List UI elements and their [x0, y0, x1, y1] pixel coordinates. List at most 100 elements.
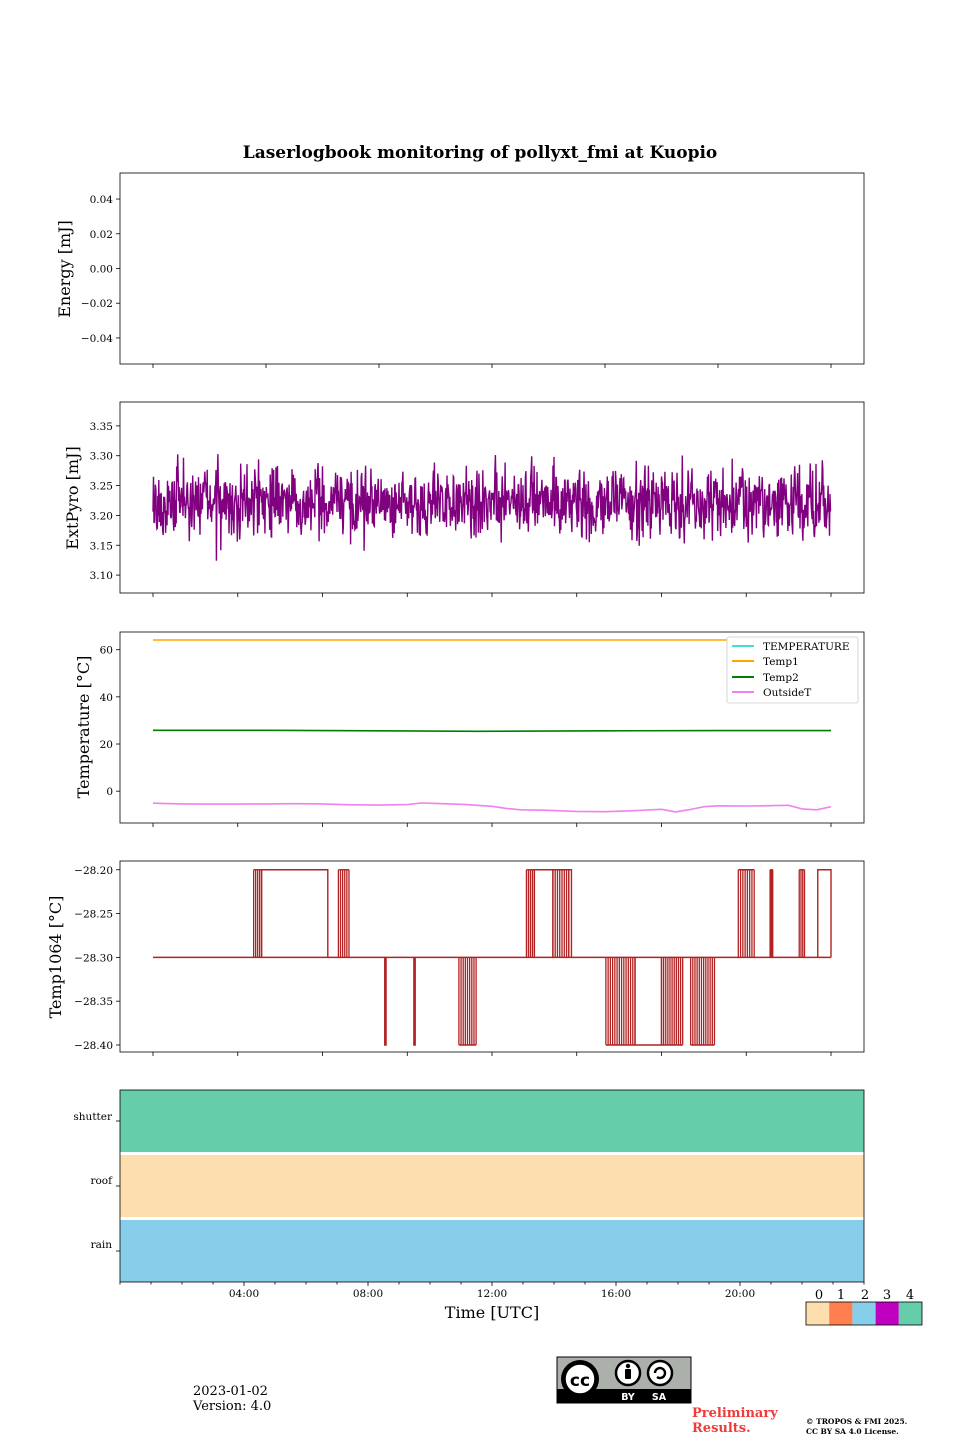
temperature-line-temp2 [153, 729, 831, 733]
temp1064-panel: Temp1064 [°C] −28.20−28.25−28.30−28.35−2… [46, 860, 865, 1056]
extpyro-yticks: 3.35 3.30 3.25 3.20 3.15 3.10 [90, 421, 120, 582]
status-xtick-label: 16:00 [601, 1288, 631, 1300]
copyright-line-2: CC BY SA 4.0 License. [806, 1427, 899, 1436]
extpyro-ytick-label: 3.15 [90, 540, 113, 552]
extpyro-ytick-label: 3.25 [90, 481, 113, 493]
legend-frame [726, 636, 859, 704]
colorbar-label-2: 2 [861, 1288, 869, 1303]
status-label-roof: roof [90, 1175, 113, 1187]
status-xtick-label: 20:00 [725, 1288, 755, 1300]
temp1064-ytick-label: −28.35 [74, 996, 113, 1008]
temp1064-ytick-label: −28.25 [74, 909, 113, 921]
badge-sa-text: SA [652, 1392, 667, 1403]
energy-yticks: 0.04 0.02 0.00 −0.02 −0.04 [81, 194, 120, 345]
version-label: Version: 4.0 [193, 1399, 272, 1414]
status-label-rain: rain [91, 1239, 113, 1251]
legend-label-temp1: Temp1 [763, 656, 799, 668]
extpyro-xticks [152, 593, 832, 597]
energy-ytick-label: 0.04 [90, 194, 114, 206]
cc-icon-text: cc [570, 1371, 590, 1391]
extpyro-ytick-label: 3.30 [90, 451, 113, 463]
legend-label-temperature: TEMPERATURE [763, 641, 850, 653]
temperature-xticks [152, 823, 832, 827]
temperature-line-outsidet [152, 802, 832, 813]
energy-xticks [152, 364, 832, 368]
status-xtick-label: 12:00 [477, 1288, 507, 1300]
colorbar-swatch-4 [898, 1302, 922, 1325]
legend-label-outsidet: OutsideT [763, 687, 811, 699]
energy-axes-frame [119, 172, 865, 365]
extpyro-series [152, 454, 832, 561]
energy-panel: Energy [mJ] 0.04 0.02 0.00 −0.02 −0.04 [55, 172, 865, 368]
temperature-series-group [152, 639, 832, 813]
temp1064-xticks [152, 1052, 832, 1056]
cc-by-sa-badge: cc BY SA [556, 1356, 692, 1404]
by-icon-body [625, 1369, 631, 1379]
energy-ytick-label: 0.00 [90, 264, 113, 276]
legend-label-temp2: Temp2 [763, 672, 799, 684]
temperature-legend: TEMPERATURE Temp1 Temp2 OutsideT [726, 636, 859, 704]
badge-by-text: BY [621, 1392, 635, 1403]
energy-ytick-label: −0.02 [81, 298, 113, 310]
energy-ylabel: Energy [mJ] [55, 220, 74, 318]
status-panel: shutter roof rain 04:00 08:00 12:00 16:00 20… [73, 1089, 865, 1322]
cc-icon-inner [563, 1362, 597, 1396]
temp1064-ytick-label: −28.40 [74, 1040, 113, 1052]
status-xticks: 04:00 08:00 12:00 16:00 20:00 [119, 1282, 865, 1300]
temperature-yticks: 60 40 20 0 [100, 645, 120, 798]
colorbar-frame [805, 1301, 923, 1326]
status-xtick-label: 08:00 [353, 1288, 383, 1300]
temp1064-step [817, 869, 832, 958]
date-label: 2023-01-02 [193, 1384, 268, 1399]
preliminary-results-label: Preliminary Results. [692, 1406, 778, 1436]
colorbar-swatch-3 [875, 1302, 899, 1325]
colorbar-label-1: 1 [837, 1288, 845, 1303]
temp1064-ytick-label: −28.20 [74, 865, 113, 877]
status-row-roof [120, 1155, 864, 1217]
extpyro-ylabel: ExtPyro [mJ] [63, 446, 82, 549]
copyright-line-1: © TROPOS & FMI 2025. [806, 1417, 908, 1426]
temp1064-step [384, 957, 387, 1046]
colorbar-swatch-0 [806, 1302, 830, 1325]
footer-meta: 2023-01-02 Version: 4.0 [193, 1384, 271, 1414]
temperature-ytick-label: 40 [100, 692, 113, 704]
colorbar-label-4: 4 [906, 1288, 914, 1303]
by-icon-head [625, 1363, 631, 1369]
status-colorbar: 0 1 2 3 4 [805, 1288, 923, 1326]
extpyro-ytick-label: 3.10 [90, 570, 113, 582]
temp1064-step [568, 869, 573, 958]
temp1064-step [533, 869, 554, 958]
temp1064-ytick-label: −28.30 [74, 952, 113, 964]
extpyro-panel: ExtPyro [mJ] 3.35 3.30 3.25 3.20 3.15 3.10 [63, 401, 865, 597]
temperature-ytick-label: 60 [100, 645, 113, 657]
status-label-shutter: shutter [73, 1111, 113, 1123]
sa-icon-arrow [653, 1366, 667, 1380]
status-row-shutter [120, 1090, 864, 1152]
status-xtick-label: 04:00 [229, 1288, 259, 1300]
temperature-ytick-label: 0 [106, 786, 113, 798]
extpyro-line [152, 454, 832, 561]
energy-ytick-label: −0.04 [81, 333, 113, 345]
colorbar-label-0: 0 [815, 1288, 823, 1303]
xaxis-label: Time [UTC] [445, 1303, 539, 1322]
temp1064-step [634, 957, 663, 1046]
energy-ytick-label: 0.02 [90, 229, 113, 241]
temp1064-step [260, 869, 329, 958]
extpyro-ytick-label: 3.20 [90, 510, 113, 522]
sa-icon [646, 1359, 674, 1387]
temperature-ytick-label: 20 [100, 739, 113, 751]
colorbar-swatch-2 [852, 1302, 876, 1325]
temp1064-ylabel: Temp1064 [°C] [46, 896, 65, 1019]
status-row-rain [120, 1220, 864, 1282]
temp1064-series [153, 869, 832, 1046]
temperature-panel: Temperature [°C] 60 40 20 0 TEMPERATURE Tem… [74, 631, 865, 827]
colorbar-label-3: 3 [883, 1288, 891, 1303]
temperature-ylabel: Temperature [°C] [74, 656, 93, 799]
copyright-notice: © TROPOS & FMI 2025. CC BY SA 4.0 Licens… [806, 1417, 907, 1437]
colorbar-swatch-1 [829, 1302, 853, 1325]
extpyro-ytick-label: 3.35 [90, 421, 113, 433]
figure-title: Laserlogbook monitoring of pollyxt_fmi a… [243, 143, 718, 163]
temp1064-yticks: −28.20 −28.25 −28.30 −28.35 −28.40 [74, 865, 120, 1052]
temp1064-step [413, 957, 416, 1046]
